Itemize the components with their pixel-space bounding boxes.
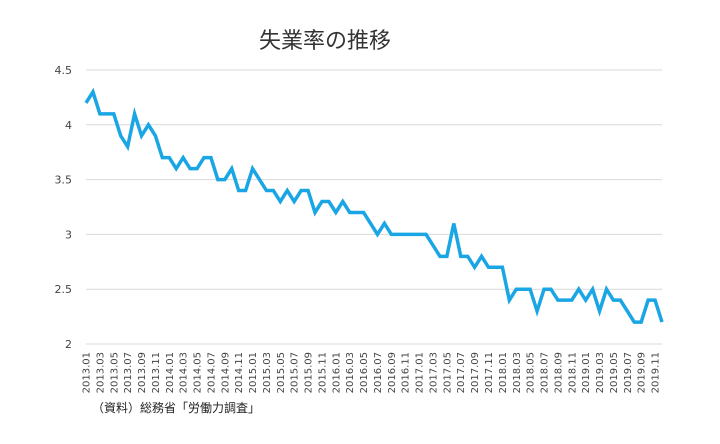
- x-tick-label: 2014.09: [220, 352, 231, 393]
- series-line: [84, 87, 664, 324]
- x-axis-ticks: 2013.01 2013.03 2013.05 2013.07 2013.09 2013.…: [82, 352, 662, 393]
- x-tick-label: 2018.05: [526, 352, 537, 393]
- x-tick-label: 2014.11: [234, 352, 245, 393]
- x-tick-label: 2018.01: [498, 352, 509, 393]
- x-tick-label: 2017.05: [442, 352, 453, 393]
- x-tick-label: 2014.01: [165, 352, 176, 393]
- x-tick-label: 2013.05: [109, 352, 120, 393]
- x-tick-label: 2016.07: [373, 352, 384, 393]
- x-tick-label: 2015.01: [248, 352, 259, 393]
- x-tick-label: 2017.03: [428, 352, 439, 393]
- x-tick-label: 2019.07: [623, 352, 634, 393]
- x-tick-label: 2015.05: [276, 352, 287, 393]
- x-tick-label: 2016.09: [387, 352, 398, 393]
- x-tick-label: 2018.07: [540, 352, 551, 393]
- y-tick-label: 4: [65, 119, 72, 132]
- x-tick-label: 2018.11: [567, 352, 578, 393]
- x-tick-label: 2015.07: [290, 352, 301, 393]
- chart-title: 失業率の推移: [259, 29, 391, 54]
- x-tick-label: 2017.09: [470, 352, 481, 393]
- x-tick-label: 2019.11: [651, 352, 662, 393]
- x-tick-label: 2013.07: [123, 352, 134, 393]
- x-tick-label: 2014.03: [179, 352, 190, 393]
- x-tick-label: 2013.01: [82, 352, 93, 393]
- x-tick-label: 2019.03: [595, 352, 606, 393]
- x-tick-label: 2017.07: [456, 352, 467, 393]
- x-tick-label: 2013.03: [95, 352, 106, 393]
- y-tick-label: 4.5: [55, 64, 73, 77]
- x-tick-label: 2013.09: [137, 352, 148, 393]
- x-tick-label: 2018.03: [512, 352, 523, 393]
- gridlines: [86, 69, 662, 345]
- x-tick-label: 2013.11: [151, 352, 162, 393]
- x-tick-label: 2018.09: [553, 352, 564, 393]
- x-tick-label: 2016.11: [401, 352, 412, 393]
- y-tick-label: 2: [65, 338, 72, 351]
- x-tick-label: 2019.01: [581, 352, 592, 393]
- series-layer: [84, 87, 664, 324]
- y-tick-label: 3: [65, 228, 72, 241]
- y-tick-label: 2.5: [55, 283, 73, 296]
- x-tick-label: 2014.07: [206, 352, 217, 393]
- x-tick-label: 2017.11: [484, 352, 495, 393]
- source-note: （資料）総務省「労働力調査」: [92, 401, 260, 415]
- y-tick-label: 3.5: [55, 174, 73, 187]
- x-tick-label: 2019.09: [637, 352, 648, 393]
- x-tick-label: 2016.05: [359, 352, 370, 393]
- x-tick-label: 2015.11: [317, 352, 328, 393]
- y-axis-ticks: 2 2.5 3 3.5 4 4.5: [55, 64, 73, 351]
- x-tick-label: 2014.05: [193, 352, 204, 393]
- x-tick-label: 2015.03: [262, 352, 273, 393]
- x-tick-label: 2019.05: [609, 352, 620, 393]
- x-tick-label: 2016.01: [331, 352, 342, 393]
- x-tick-label: 2015.09: [304, 352, 315, 393]
- x-tick-label: 2016.03: [345, 352, 356, 393]
- x-tick-label: 2017.01: [415, 352, 426, 393]
